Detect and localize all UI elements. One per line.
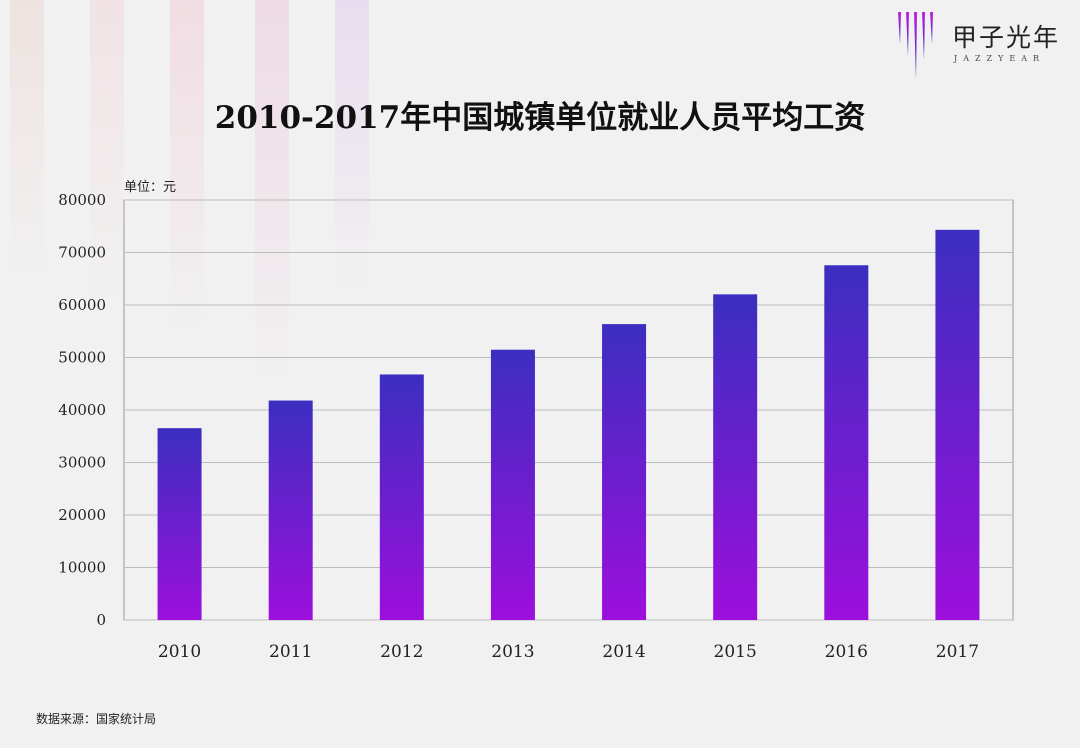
- x-tick-label: 2015: [714, 642, 757, 662]
- unit-label: 单位：元: [124, 180, 177, 195]
- x-tick-label: 2012: [380, 642, 423, 662]
- x-tick-label: 2011: [269, 642, 312, 662]
- y-tick-label: 60000: [58, 296, 106, 314]
- bar-2011: [268, 400, 313, 620]
- y-tick-label: 30000: [58, 454, 106, 472]
- background-decoration: [255, 0, 289, 380]
- logo-subtitle: JAZZYEAR: [954, 54, 1046, 63]
- background-decoration: [170, 0, 204, 330]
- y-tick-label: 10000: [58, 559, 106, 577]
- x-tick-label: 2017: [936, 642, 979, 662]
- background-decoration: [90, 0, 124, 300]
- x-tick-label: 2014: [602, 642, 645, 662]
- y-tick-label: 0: [96, 611, 106, 629]
- bar-2017: [935, 229, 980, 620]
- logo: 甲子光年 JAZZYEAR: [892, 8, 1072, 83]
- bar-2012: [379, 374, 424, 620]
- background-decoration: [335, 0, 369, 290]
- y-tick-label: 70000: [58, 244, 106, 262]
- source-note: 数据来源：国家统计局: [36, 712, 157, 726]
- y-tick-label: 20000: [58, 506, 106, 524]
- logo-name: 甲子光年: [952, 23, 1061, 52]
- logo-mark-icon: [898, 12, 933, 80]
- bar-2010: [157, 428, 202, 620]
- y-tick-label: 80000: [58, 191, 106, 209]
- bar-2015: [713, 294, 758, 620]
- chart-title: 2010-2017年中国城镇单位就业人员平均工资: [214, 100, 866, 136]
- x-tick-label: 2010: [158, 642, 201, 662]
- bar-2013: [490, 349, 535, 620]
- x-tick-label: 2013: [491, 642, 534, 662]
- x-tick-label: 2016: [825, 642, 868, 662]
- y-tick-label: 40000: [58, 401, 106, 419]
- y-tick-label: 50000: [58, 349, 106, 367]
- bar-2014: [602, 324, 647, 620]
- background-decoration: [10, 0, 44, 280]
- bar-2016: [824, 265, 869, 620]
